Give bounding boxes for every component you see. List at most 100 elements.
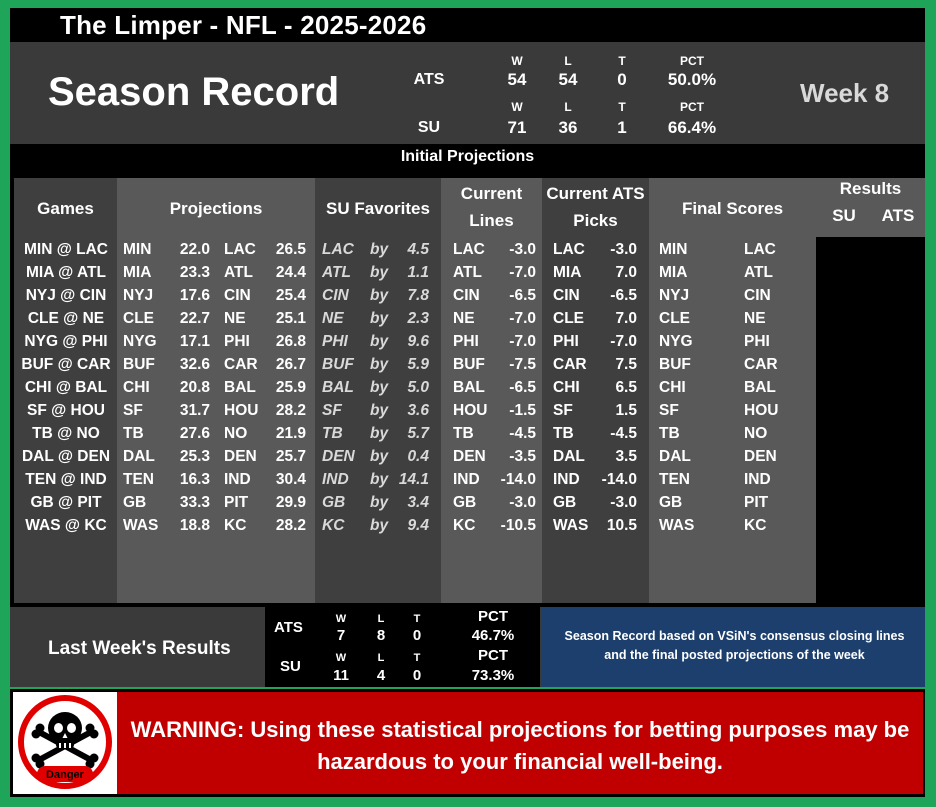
proj-away-team: NYJ	[123, 287, 154, 304]
proj-away-team: CLE	[123, 310, 154, 327]
season-ats-label: ATS	[413, 71, 445, 88]
proj-away-team: NYG	[123, 333, 157, 350]
ats-pick-value: 3.5	[615, 448, 637, 465]
line-team: GB	[453, 494, 477, 511]
proj-home-score: 26.5	[275, 241, 306, 258]
line-team: BAL	[453, 379, 485, 396]
proj-away-team: MIN	[123, 241, 152, 258]
line-team: DEN	[453, 448, 486, 465]
week-label: Week 8	[800, 78, 890, 108]
ats-pick-value: -4.5	[610, 425, 637, 442]
season-su-t-header: T	[618, 100, 626, 114]
ats-pick-team: GB	[553, 494, 577, 511]
final-home-team: PIT	[744, 494, 769, 511]
proj-away-score: 33.3	[179, 494, 210, 511]
proj-away-score: 32.6	[179, 356, 210, 373]
su-favorite-margin: 7.8	[407, 287, 429, 304]
proj-away-score: 27.6	[179, 425, 210, 442]
season-su-label: SU	[417, 119, 441, 136]
ats-pick-value: -7.0	[610, 333, 637, 350]
su-favorite-margin: 3.4	[407, 494, 429, 511]
proj-home-score: 30.4	[275, 471, 306, 488]
results-header: Results	[839, 179, 902, 198]
proj-home-score: 24.4	[275, 264, 306, 281]
proj-home-team: DEN	[224, 448, 257, 465]
proj-away-score: 17.1	[179, 333, 210, 350]
line-team: HOU	[453, 402, 488, 419]
last-week-su-t: 0	[412, 667, 422, 684]
last-week-su-l-header: L	[377, 652, 385, 664]
proj-home-team: PHI	[224, 333, 250, 350]
initial-projections-bar	[10, 144, 925, 172]
proj-away-team: WAS	[123, 517, 159, 534]
game-matchup: MIA @ ATL	[26, 264, 106, 281]
games-column	[14, 178, 117, 603]
last-week-su-label: SU	[280, 658, 301, 675]
initial-projections-label: Initial Projections	[400, 148, 535, 165]
game-matchup: SF @ HOU	[27, 402, 105, 419]
results-values-area	[816, 237, 925, 603]
ats-pick-team: WAS	[553, 517, 589, 534]
ats-picks-header-2: Picks	[573, 211, 618, 230]
final-away-team: CLE	[659, 310, 690, 327]
last-week-ats-w: 7	[336, 627, 346, 644]
proj-home-score: 25.7	[275, 448, 306, 465]
proj-home-team: KC	[224, 517, 247, 534]
ats-pick-value: 6.5	[615, 379, 637, 396]
su-favorite-by: by	[370, 287, 389, 304]
warning-text: WARNING: Using these statistical project…	[130, 717, 910, 774]
season-ats-t-header: T	[618, 54, 626, 68]
season-su-w: 71	[507, 118, 527, 137]
skull-crossbones-icon: Danger	[18, 695, 112, 789]
proj-home-team: NO	[224, 425, 248, 442]
final-away-team: DAL	[659, 448, 691, 465]
su-favorite-by: by	[370, 425, 389, 442]
ats-pick-team: LAC	[553, 241, 585, 258]
season-ats-pct: 50.0%	[667, 70, 717, 89]
last-week-su-pct-header: PCT	[478, 647, 508, 664]
game-matchup: BUF @ CAR	[21, 356, 111, 373]
last-week-ats-label: ATS	[274, 619, 303, 636]
current-lines-header-1: Current	[460, 184, 523, 203]
su-favorite-by: by	[370, 356, 389, 373]
last-week-su-w-header: W	[335, 652, 347, 664]
su-favorite-margin: 5.0	[407, 379, 429, 396]
su-favorite-margin: 4.5	[407, 241, 429, 258]
final-home-team: DEN	[744, 448, 777, 465]
su-favorite-by: by	[370, 379, 389, 396]
proj-home-score: 28.2	[275, 517, 306, 534]
line-value: -7.0	[509, 333, 536, 350]
proj-away-score: 22.7	[179, 310, 210, 327]
final-home-team: IND	[744, 471, 771, 488]
game-matchup: NYJ @ CIN	[25, 287, 107, 304]
su-favorite-team: LAC	[322, 241, 354, 258]
ats-pick-team: IND	[553, 471, 580, 488]
proj-home-score: 25.9	[275, 379, 306, 396]
season-note: Season Record based on VSiN's consensus …	[564, 629, 905, 662]
line-value: -7.0	[509, 310, 536, 327]
proj-away-score: 16.3	[179, 471, 210, 488]
last-week-ats-t-header: T	[413, 613, 421, 625]
su-favorite-by: by	[370, 402, 389, 419]
su-favorite-by: by	[370, 494, 389, 511]
final-scores-header: Final Scores	[681, 199, 784, 218]
su-favorite-team: CIN	[322, 287, 349, 304]
proj-away-team: CHI	[123, 379, 150, 396]
ats-pick-value: -6.5	[610, 287, 637, 304]
season-su-l-header: L	[564, 100, 572, 114]
line-team: BUF	[453, 356, 485, 373]
final-home-team: PHI	[744, 333, 770, 350]
line-team: IND	[453, 471, 480, 488]
proj-home-score: 28.2	[275, 402, 306, 419]
last-week-su-pct: 73.3%	[471, 667, 515, 684]
final-home-team: KC	[744, 517, 767, 534]
last-week-ats-pct-header: PCT	[478, 608, 508, 625]
su-favorite-team: PHI	[322, 333, 348, 350]
game-matchup: GB @ PIT	[30, 494, 102, 511]
games-header: Games	[37, 199, 94, 218]
last-week-su-t-header: T	[413, 652, 421, 664]
line-value: -6.5	[509, 379, 536, 396]
ats-pick-team: PHI	[553, 333, 579, 350]
su-favorite-by: by	[370, 310, 389, 327]
final-home-team: BAL	[744, 379, 776, 396]
